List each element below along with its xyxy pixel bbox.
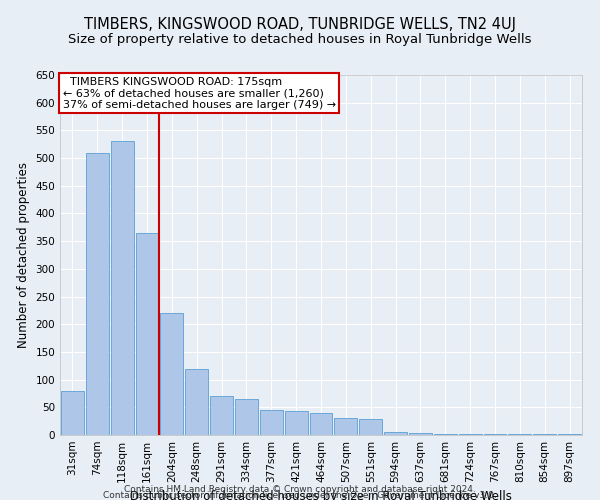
- Bar: [558, 434, 581, 435]
- Bar: [210, 396, 233, 435]
- Bar: [185, 368, 208, 435]
- Text: Contains HM Land Registry data © Crown copyright and database right 2024.: Contains HM Land Registry data © Crown c…: [124, 484, 476, 494]
- Bar: [310, 413, 332, 435]
- Bar: [508, 434, 531, 435]
- Bar: [86, 152, 109, 435]
- Text: TIMBERS, KINGSWOOD ROAD, TUNBRIDGE WELLS, TN2 4UJ: TIMBERS, KINGSWOOD ROAD, TUNBRIDGE WELLS…: [84, 18, 516, 32]
- Bar: [260, 410, 283, 435]
- Bar: [61, 390, 84, 435]
- Bar: [359, 420, 382, 435]
- Bar: [160, 313, 183, 435]
- Bar: [533, 434, 556, 435]
- Bar: [409, 433, 432, 435]
- Bar: [111, 142, 134, 435]
- Bar: [285, 411, 308, 435]
- X-axis label: Distribution of detached houses by size in Royal Tunbridge Wells: Distribution of detached houses by size …: [130, 490, 512, 500]
- Bar: [136, 233, 158, 435]
- Text: Size of property relative to detached houses in Royal Tunbridge Wells: Size of property relative to detached ho…: [68, 32, 532, 46]
- Bar: [484, 434, 506, 435]
- Bar: [235, 399, 258, 435]
- Bar: [334, 418, 357, 435]
- Bar: [384, 432, 407, 435]
- Text: Contains public sector information licensed under the Open Government Licence v3: Contains public sector information licen…: [103, 492, 497, 500]
- Bar: [459, 434, 482, 435]
- Y-axis label: Number of detached properties: Number of detached properties: [17, 162, 30, 348]
- Text: TIMBERS KINGSWOOD ROAD: 175sqm
← 63% of detached houses are smaller (1,260)
37% : TIMBERS KINGSWOOD ROAD: 175sqm ← 63% of …: [62, 77, 336, 110]
- Bar: [434, 434, 457, 435]
